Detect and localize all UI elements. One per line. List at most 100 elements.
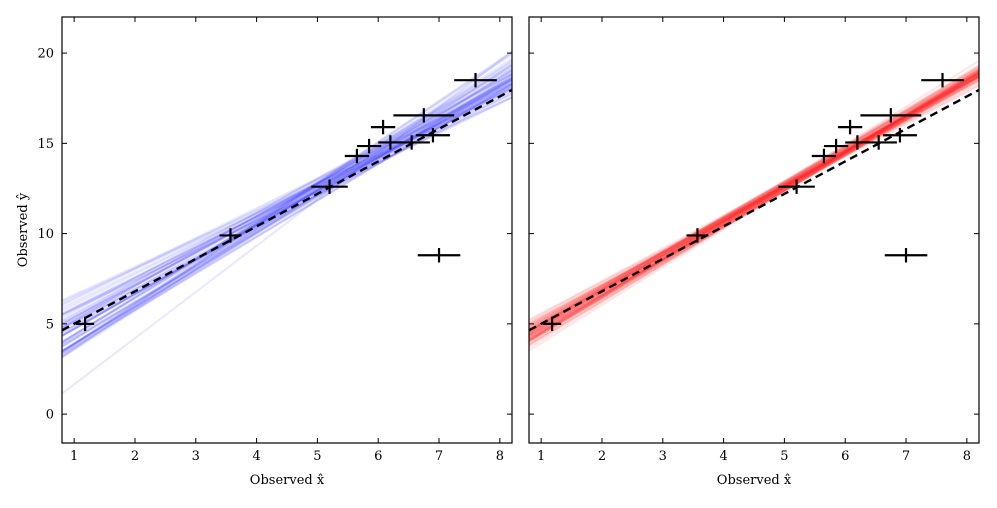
right-posterior-line (529, 74, 979, 332)
left-y-tick-label: 10 (37, 227, 54, 242)
left-posterior-line (62, 93, 512, 302)
right-posterior-line (529, 75, 979, 337)
left-posterior-line (62, 78, 512, 348)
right-posterior-line (529, 73, 979, 346)
left-posterior-line (62, 78, 512, 337)
left-y-tick-label: 0 (46, 408, 54, 423)
right-posterior-line (529, 83, 979, 321)
left-posterior-line (62, 50, 512, 358)
left-posterior-line (62, 68, 512, 329)
left-x-tick-label: 6 (374, 449, 382, 464)
right-posterior-line (529, 79, 979, 328)
right-posterior-line (529, 76, 979, 332)
left-x-tick-label: 3 (192, 449, 200, 464)
right-data-point (811, 148, 837, 164)
left-posterior-line (62, 86, 512, 324)
right-x-tick-label: 8 (963, 449, 971, 464)
left-data-point (417, 248, 461, 263)
left-data-point (344, 148, 370, 164)
left-posterior-line (62, 72, 512, 338)
right-posterior-line (529, 69, 979, 332)
right-x-tick-label: 2 (598, 449, 606, 464)
left-data-point (454, 72, 497, 88)
left-posterior-line (62, 82, 512, 356)
left-posterior-line (62, 84, 512, 346)
right-posterior-line (529, 72, 979, 342)
left-reference-line (62, 88, 512, 332)
left-data-point (75, 316, 95, 332)
right-posterior-line (529, 72, 979, 340)
right-posterior-line (529, 76, 979, 341)
right-posterior-line (529, 75, 979, 337)
left-posterior-line (62, 77, 512, 352)
left-posterior-line (62, 81, 512, 305)
left-posterior-line (62, 83, 512, 355)
left-posterior-line (62, 82, 512, 336)
right-posterior-line (529, 66, 979, 334)
left-data-point (370, 119, 396, 135)
right-posterior-line (529, 78, 979, 337)
right-posterior-line (529, 67, 979, 331)
left-posterior-line (62, 83, 512, 353)
left-posterior-line (62, 50, 512, 395)
left-posterior-line (62, 76, 512, 348)
left-posterior-line (62, 78, 512, 322)
left-posterior-line (62, 86, 512, 312)
panels-layer: 1 2 3 4 5 6 7 8 0 5 10 15 20 1 2 3 4 5 6 7 8 (37, 16, 980, 464)
left-posterior-line (62, 96, 512, 317)
left-posterior-line (62, 65, 512, 352)
left-posterior-line (62, 83, 512, 325)
right-posterior-line (529, 71, 979, 341)
left-posterior-line (62, 74, 512, 343)
right-data-point (542, 316, 562, 332)
right-data-point (823, 138, 849, 154)
left-posterior-line (62, 75, 512, 353)
right-posterior-line (529, 75, 979, 326)
right-posterior-line (529, 71, 979, 347)
left-x-tick-label: 8 (496, 449, 504, 464)
left-posterior-line (62, 87, 512, 330)
left-posterior-line (62, 57, 512, 353)
right-posterior-line (529, 77, 979, 338)
left-posterior-line (62, 87, 512, 309)
right-x-tick-label: 7 (902, 449, 910, 464)
right-posterior-line (529, 84, 979, 325)
right-axes-frame (528, 16, 980, 444)
right-data-point (860, 108, 922, 123)
left-posterior-line (62, 74, 512, 353)
right-posterior-line (529, 64, 979, 342)
left-panel: 1 2 3 4 5 6 7 8 0 5 10 15 20 (37, 16, 513, 464)
right-posterior-line (529, 76, 979, 339)
left-posterior-line (62, 59, 512, 358)
left-x-tick-label: 5 (313, 449, 321, 464)
right-posterior-line (529, 75, 979, 328)
right-posterior-line (529, 76, 979, 343)
left-posterior-line (62, 64, 512, 344)
right-x-tick-label: 1 (537, 449, 545, 464)
left-data-point (393, 135, 430, 150)
left-posterior-line (62, 53, 512, 355)
right-posterior-line (529, 65, 979, 333)
right-x-tick-label: 4 (719, 449, 727, 464)
left-posterior-line (62, 89, 512, 315)
right-posterior-line (529, 72, 979, 343)
left-posterior-line (62, 96, 512, 303)
left-y-tick-label: 5 (46, 317, 54, 332)
left-x-tick-label: 1 (70, 449, 78, 464)
right-data-points (542, 72, 964, 332)
right-posterior-line (529, 69, 979, 331)
left-posterior-line (62, 80, 512, 337)
right-posterior-line (529, 75, 979, 331)
right-data-point (778, 179, 815, 194)
right-plot-area (529, 59, 979, 352)
right-posterior-line (529, 72, 979, 340)
left-data-point (356, 138, 382, 154)
left-posterior-line (62, 52, 512, 354)
right-posterior-line (529, 68, 979, 352)
left-posterior-line (62, 70, 512, 348)
left-x-axis-label: Observed x̂ (250, 473, 325, 488)
left-posterior-line (62, 86, 512, 316)
